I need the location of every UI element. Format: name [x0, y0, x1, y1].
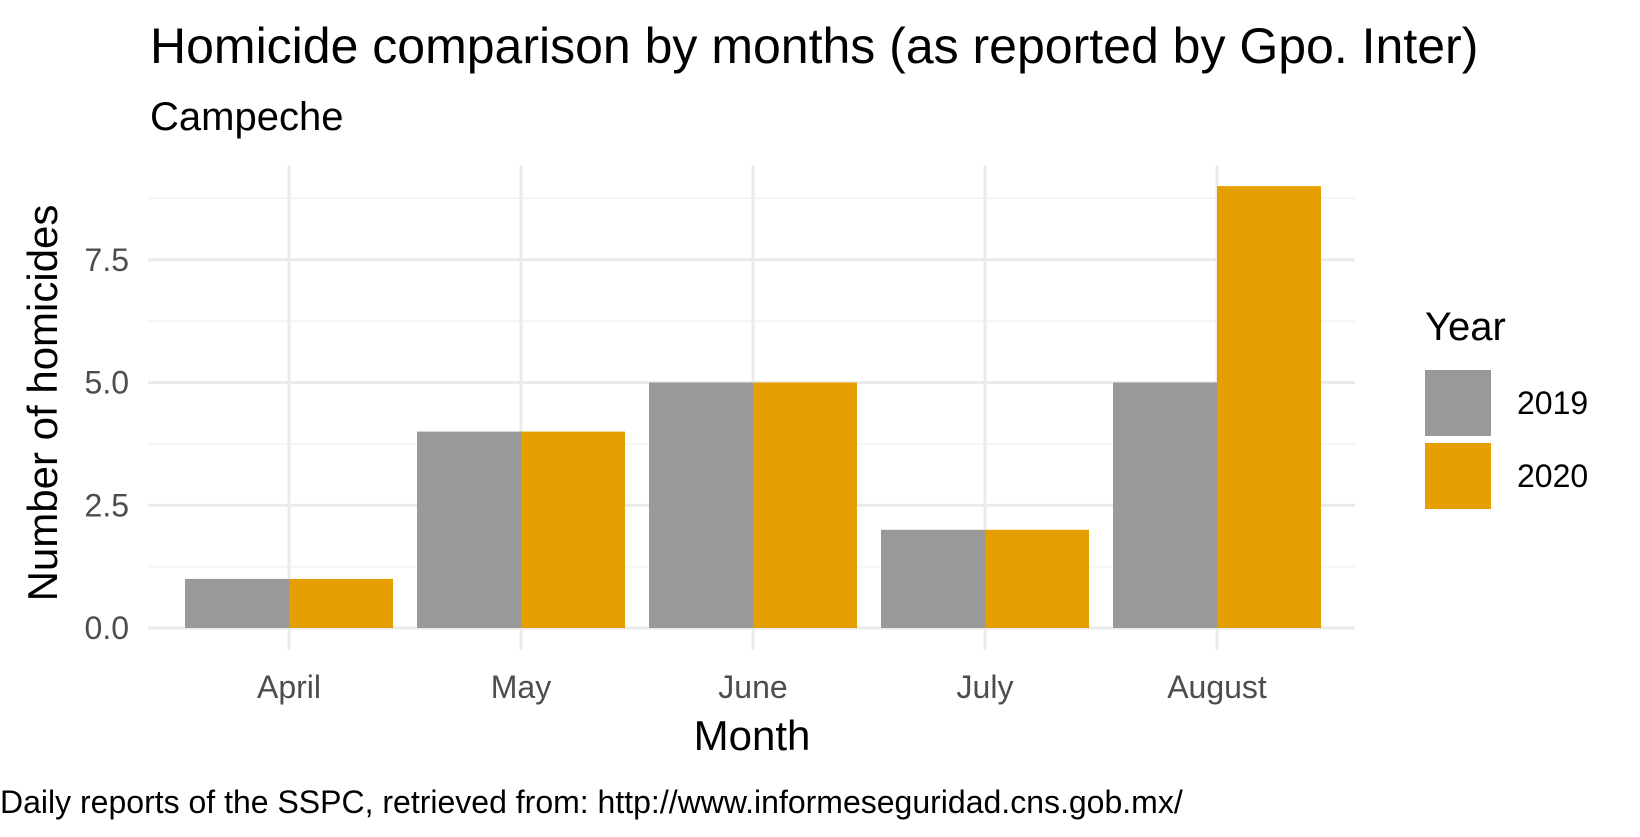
x-axis-ticks: April May June July August: [257, 669, 1267, 705]
legend-title: Year: [1425, 305, 1506, 349]
bar-2019-may: [417, 431, 521, 628]
y-axis-title: Number of homicides: [19, 205, 66, 602]
y-tick-label: 0.0: [85, 610, 129, 646]
bars: [185, 186, 1321, 628]
y-tick-label: 2.5: [85, 487, 129, 523]
legend-key-2020: [1425, 443, 1491, 509]
bar-2020-august: [1217, 186, 1321, 628]
legend-label-2019: 2019: [1517, 385, 1588, 421]
x-tick-label: April: [257, 669, 321, 705]
y-tick-label: 7.5: [85, 242, 129, 278]
bar-2019-april: [185, 578, 289, 628]
x-tick-label: June: [718, 669, 787, 705]
bar-2020-may: [521, 431, 625, 628]
bar-2020-april: [289, 578, 393, 628]
legend-label-2020: 2020: [1517, 458, 1588, 494]
bar-2019-july: [881, 529, 985, 628]
bar-2019-august: [1113, 382, 1217, 628]
chart-caption: Daily reports of the SSPC, retrieved fro…: [0, 784, 1183, 820]
bar-2020-july: [985, 529, 1089, 628]
chart-title: Homicide comparison by months (as report…: [150, 18, 1478, 74]
x-tick-label: July: [957, 669, 1014, 705]
y-axis-ticks: 0.0 2.5 5.0 7.5: [85, 242, 129, 646]
legend-key-2019: [1425, 370, 1491, 436]
bar-2020-june: [753, 382, 857, 628]
chart-subtitle: Campeche: [150, 95, 343, 139]
x-tick-label: August: [1167, 669, 1267, 705]
x-axis-title: Month: [694, 712, 811, 759]
x-tick-label: May: [491, 669, 551, 705]
legend: Year 2019 2020: [1425, 305, 1588, 509]
y-tick-label: 5.0: [85, 365, 129, 401]
bar-2019-june: [649, 382, 753, 628]
